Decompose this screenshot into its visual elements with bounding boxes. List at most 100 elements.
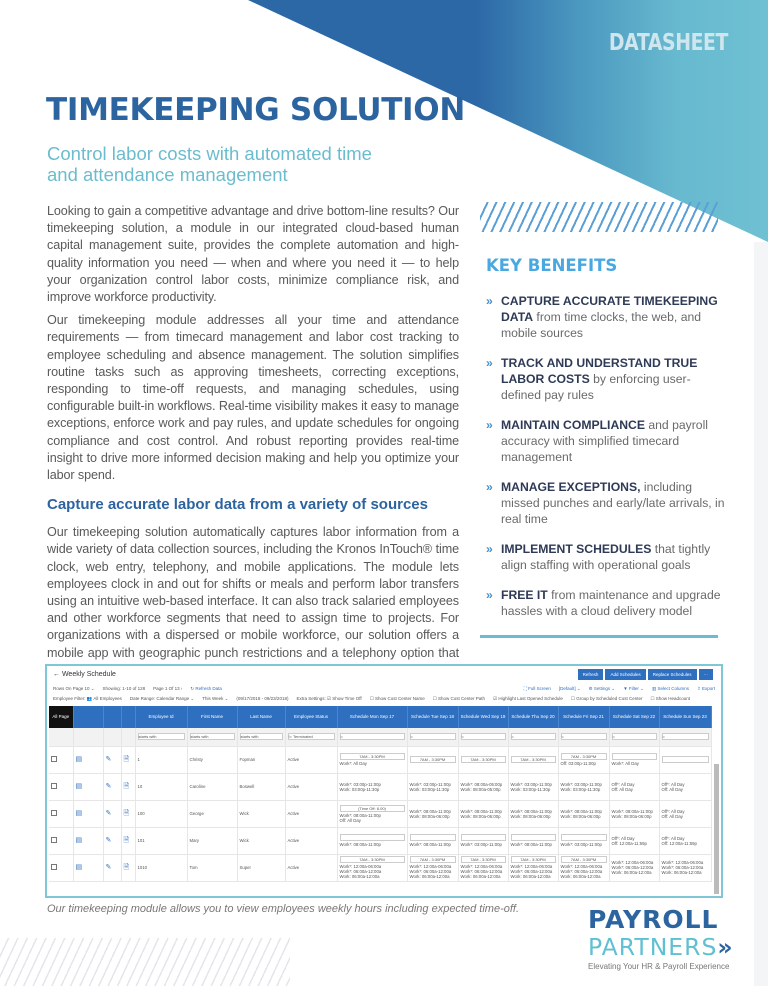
schedule-line: Work: 08:00a-06:00p	[611, 813, 652, 819]
filter-select[interactable]: starts with	[189, 733, 235, 741]
notes-icon[interactable]: 🗎	[123, 809, 130, 817]
edit-icon[interactable]: ✎	[105, 755, 112, 763]
edit-icon[interactable]: ✎	[105, 782, 112, 790]
schedule-line: Work: 06:00a-12:00a	[611, 870, 652, 875]
screenshot-title: ← Weekly Schedule	[53, 671, 116, 678]
filter-select[interactable]: != Terminated	[287, 733, 335, 741]
filter-select[interactable]: =	[510, 733, 556, 741]
screenshot-button[interactable]: Replace Schedules	[647, 669, 697, 680]
filter-select[interactable]: =	[661, 733, 709, 741]
edit-icon[interactable]: ✎	[105, 809, 112, 817]
cell-id: 101	[135, 827, 188, 855]
row-checkbox[interactable]	[51, 810, 57, 816]
notes-icon[interactable]: 🗎	[123, 755, 130, 763]
schedule-input[interactable]: 7AM - 3:30PM	[560, 753, 607, 760]
screenshot-button[interactable]: ···	[698, 669, 713, 680]
schedule-cell: Off*: All Day Off: All Day	[609, 773, 660, 801]
icon-cell: 🗎	[121, 800, 136, 828]
notes-icon[interactable]: 🗎	[123, 863, 130, 871]
checkbox-cell	[49, 854, 74, 882]
schedule-input[interactable]: 7AM - 3:30PM	[409, 755, 456, 763]
icon-cell: ▤	[73, 773, 104, 801]
page-edge	[754, 242, 768, 986]
benefit-text: that tightly align staffing with operati…	[501, 542, 711, 572]
benefits-list: » CAPTURE ACCURATE TIMEKEEPING DATA from …	[486, 293, 726, 633]
schedule-input[interactable]	[560, 834, 607, 841]
filter-item: ☐ Show Headcount	[650, 696, 691, 701]
schedule-input[interactable]: 7AM - 3:30PM	[409, 856, 456, 863]
schedule-line: Work: 06:00a-12:00a	[560, 874, 601, 879]
filter-item: ☐ Show Cost Center Name	[369, 696, 425, 701]
filter-select[interactable]: starts with	[239, 733, 283, 741]
edit-icon[interactable]: ✎	[105, 836, 112, 844]
schedule-input[interactable]: 7AM - 3:30PM	[460, 755, 506, 763]
schedule-input[interactable]	[460, 834, 506, 841]
schedule-input[interactable]: 7AM - 3:30PM	[510, 856, 556, 863]
screenshot-button[interactable]: Refresh	[577, 669, 604, 680]
icon-cell: ✎	[103, 746, 122, 774]
toolbar-item: ⚙ Settings ⌄	[588, 686, 616, 691]
schedule-line: Work*: 06:00a-12:00a	[460, 869, 503, 874]
schedule-line: Work*: 12:00a-06:00a	[510, 864, 553, 869]
row-checkbox[interactable]	[51, 756, 57, 762]
schedule-input[interactable]	[611, 753, 657, 760]
intro-paragraph-2: Our timekeeping module addresses all you…	[47, 313, 459, 483]
filter-row: starts with starts with starts with != Term…	[49, 728, 712, 747]
weekly-schedule-screenshot: ← Weekly Schedule Refresh Add Schedules Re…	[45, 664, 723, 898]
checkbox-cell	[49, 800, 74, 828]
row-checkbox[interactable]	[51, 837, 57, 843]
row-checkbox[interactable]	[51, 783, 57, 789]
schedule-line: Work*: 03:00p-11:00p	[510, 781, 552, 787]
notes-icon[interactable]: 🗎	[123, 782, 130, 790]
screenshot-button[interactable]: Add Schedules	[605, 669, 646, 680]
schedule-cell: 7AM - 3:30PM Off: 03:00p-11:00p	[558, 746, 610, 774]
schedule-line: Work: 08:00a-06:00p	[460, 813, 501, 819]
schedule-input[interactable]: 7AM - 3:30PM	[560, 856, 607, 863]
screenshot-buttons: Refresh Add Schedules Replace Schedules ···	[577, 669, 713, 680]
benefit-item: » MANAGE EXCEPTIONS, including missed pun…	[486, 479, 726, 527]
row-checkbox[interactable]	[51, 864, 57, 870]
schedule-input[interactable]: 7AM - 3:30PM	[339, 753, 405, 760]
schedule-cell: 7AM - 3:30PM Work*: 12:00a-06:00a Work*: 0…	[558, 854, 610, 882]
filter-item: (09/17/2018 - 09/23/2018)	[236, 696, 289, 701]
timecard-icon[interactable]: ▤	[75, 836, 83, 844]
schedule-input[interactable]: 7AM - 3:30PM	[510, 755, 556, 763]
filter-select[interactable]: =	[560, 733, 607, 741]
schedule-line: Work: 08:00a-05:00p	[460, 786, 501, 792]
filter-select[interactable]: =	[460, 733, 506, 741]
schedule-cell: 7AM - 3:30PM	[458, 746, 509, 774]
filter-cell: != Terminated	[285, 728, 338, 747]
cell-id: 1	[135, 746, 188, 774]
schedule-input[interactable]	[409, 834, 456, 841]
timecard-icon[interactable]: ▤	[75, 782, 83, 790]
notes-icon[interactable]: 🗎	[123, 836, 130, 844]
toolbar-item: ▼ Filter ⌄	[623, 686, 644, 691]
schedule-line: Work: 06:00a-12:00a	[510, 874, 551, 879]
schedule-input[interactable]	[510, 834, 556, 841]
table-row: ▤ ✎ 🗎 1 Christy Fopman Active 7AM - 3:30PM Work*…	[49, 746, 712, 774]
benefit-text: from maintenance and upgrade hassles wit…	[501, 588, 721, 618]
schedule-cell: Work*: 08:00a-11:00p Work: 08:00a-06:00p	[458, 800, 509, 828]
schedule-input[interactable]: 7AM - 3:30PM	[460, 856, 506, 863]
chevron-icon: »	[486, 588, 493, 602]
schedule-input[interactable]	[339, 834, 405, 841]
logo-tagline: Elevating Your HR & Payroll Experience	[588, 962, 730, 971]
timecard-icon[interactable]: ▤	[75, 809, 83, 817]
filter-select[interactable]: =	[409, 733, 456, 741]
edit-icon[interactable]: ✎	[105, 863, 112, 871]
schedule-input[interactable]	[661, 755, 709, 763]
schedule-input[interactable]: 7AM - 3:30PM	[339, 856, 405, 863]
filter-select[interactable]: =	[339, 733, 405, 741]
cell-first: George	[187, 800, 238, 828]
timecard-icon[interactable]: ▤	[75, 863, 83, 871]
filter-select[interactable]: starts with	[137, 733, 185, 741]
schedule-cell: 7AM - 3:30PM Work*: All Day	[337, 746, 408, 774]
benefit-text: by enforcing user-defined pay rules	[501, 372, 691, 402]
benefit-title: FREE IT	[501, 588, 548, 602]
schedule-input[interactable]: (Time Off: 8.00)	[339, 804, 405, 812]
timecard-icon[interactable]: ▤	[75, 755, 83, 763]
decorative-stripes-bottom	[0, 938, 290, 986]
cell-id: 1010	[135, 854, 188, 882]
table-row: ▤ ✎ 🗎 10 Caroline Boswell Active Work*: 03:00p-…	[49, 773, 712, 801]
filter-select[interactable]: =	[611, 733, 657, 741]
